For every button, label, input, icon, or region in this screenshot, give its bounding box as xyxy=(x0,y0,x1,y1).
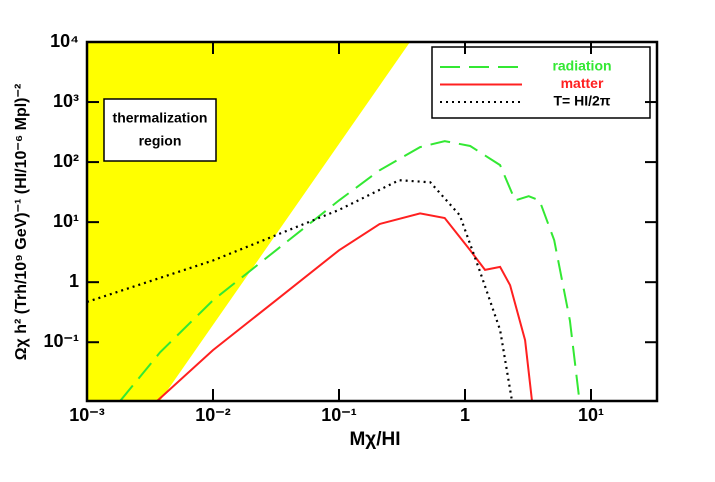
series-line xyxy=(119,140,581,401)
thermalization-region xyxy=(87,42,410,401)
series-line xyxy=(87,179,514,401)
legend-label: radiation xyxy=(552,58,611,74)
legend-box xyxy=(431,46,651,119)
series-group xyxy=(87,140,581,401)
x-tick-label: 10⁻¹ xyxy=(321,405,357,425)
x-tick-label: 10¹ xyxy=(578,405,604,425)
y-axis-label: Ωχ h² (Trh/10⁹ GeV)⁻¹ (HI/10⁻⁶ Mpl)⁻² xyxy=(13,84,30,361)
series-line xyxy=(156,212,533,401)
annotation: thermalization xyxy=(113,110,208,126)
legend-label: T= HI/2π xyxy=(553,93,610,109)
x-tick-label: 1 xyxy=(460,405,470,425)
y-tick-label: 10⁴ xyxy=(50,31,79,51)
y-tick-label: 10⁻¹ xyxy=(43,331,79,351)
y-tick-label: 1 xyxy=(69,271,79,291)
y-tick-label: 10¹ xyxy=(53,211,79,231)
annotation-box xyxy=(103,98,217,162)
legend-label: matter xyxy=(561,75,604,91)
y-tick-label: 10² xyxy=(53,151,79,171)
x-tick-label: 10⁻² xyxy=(195,405,231,425)
y-tick-label: 10³ xyxy=(53,91,79,111)
x-axis-label: Mχ/HI xyxy=(349,429,400,450)
x-tick-label: 10⁻³ xyxy=(69,405,105,425)
annotation: region xyxy=(139,133,182,149)
